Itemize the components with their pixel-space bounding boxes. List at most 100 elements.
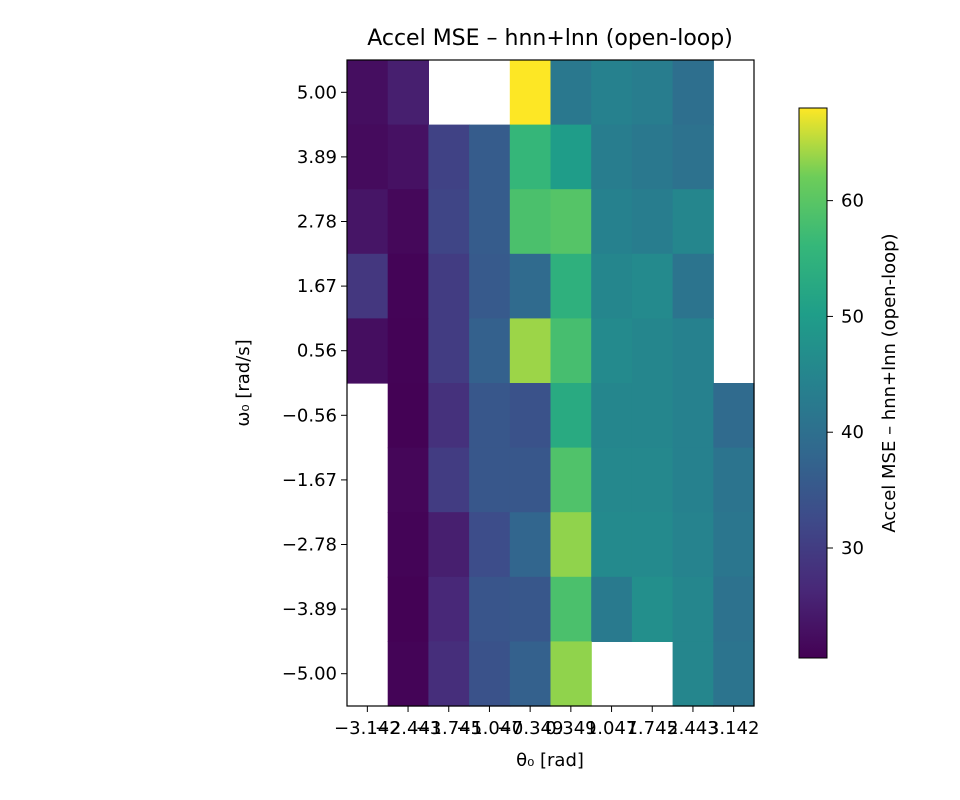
y-tick-label: 2.78: [297, 212, 337, 233]
heatmap-cell: [550, 124, 592, 190]
heatmap-cell: [550, 60, 592, 126]
heatmap-cell: [631, 318, 674, 384]
plot-frame: [346, 59, 755, 707]
heatmap-cell: [672, 383, 714, 449]
heatmap-cell: [428, 576, 470, 642]
heatmap-cell: [631, 576, 674, 642]
heatmap-cell: [672, 576, 714, 642]
heatmap-cell: [550, 383, 592, 449]
heatmap-cell: [509, 383, 552, 449]
heatmap-cell: [672, 189, 714, 255]
heatmap-cell: [550, 318, 592, 384]
heatmap-cell: [347, 124, 389, 190]
heatmap-cell: [591, 60, 633, 126]
heatmap-cell: [591, 253, 633, 319]
heatmap-cell: [591, 318, 633, 384]
heatmap-cell: [591, 576, 633, 642]
heatmap-cell: [469, 318, 511, 384]
heatmap-cell: [631, 512, 674, 578]
heatmap-cell: [428, 447, 470, 513]
x-tick-label: −0.349: [497, 718, 564, 739]
colorbar-tick-label: 40: [841, 422, 864, 443]
chart-title: Accel MSE – hnn+lnn (open-loop): [367, 26, 733, 51]
heatmap-cell: [631, 383, 674, 449]
heatmap-cell: [591, 383, 633, 449]
heatmap-cell: [428, 253, 470, 319]
heatmap-cell: [387, 189, 429, 255]
y-tick-label: 3.89: [297, 147, 337, 168]
heatmap-cell: [509, 253, 552, 319]
heatmap-cell: [591, 447, 633, 513]
heatmap-cell: [713, 641, 755, 707]
heatmap-cell: [591, 189, 633, 255]
heatmap-cell: [469, 124, 511, 190]
heatmap-cell: [672, 512, 714, 578]
y-tick-label: −5.00: [282, 664, 337, 685]
colorbar: [798, 107, 828, 659]
heatmap-cell: [550, 512, 592, 578]
x-tick-label: 0.349: [545, 718, 597, 739]
y-tick-label: 1.67: [297, 276, 337, 297]
heatmap-cell: [631, 189, 674, 255]
colorbar-ticks: 30 40 50 60: [827, 191, 864, 559]
heatmap-cell: [387, 253, 429, 319]
heatmap-cell: [469, 576, 511, 642]
heatmap-cell: [631, 253, 674, 319]
heatmap-cell: [672, 124, 714, 190]
heatmap-cell: [469, 189, 511, 255]
colorbar-tick-label: 50: [841, 306, 864, 327]
heatmap-cell: [509, 124, 552, 190]
heatmap-cell: [509, 189, 552, 255]
heatmap-cell: [347, 253, 389, 319]
heatmap-cell: [347, 189, 389, 255]
heatmap-cell: [591, 124, 633, 190]
y-tick-label: −0.56: [282, 405, 337, 426]
heatmap-cell: [347, 318, 389, 384]
y-tick-label: 0.56: [297, 341, 337, 362]
x-tick-label: −1.047: [456, 718, 523, 739]
x-axis-label: θ₀ [rad]: [516, 750, 584, 771]
heatmap-cell: [509, 576, 552, 642]
heatmap-cell: [387, 512, 429, 578]
x-tick-label: −2.443: [375, 718, 442, 739]
colorbar-tick-label: 30: [841, 538, 864, 559]
y-axis: 5.00 3.89 2.78 1.67 0.56 −0.56 −1.67 −2.78 −3.89…: [282, 82, 347, 685]
heatmap-cell: [387, 576, 429, 642]
y-tick-label: −2.78: [282, 535, 337, 556]
x-tick-label: 1.047: [586, 718, 638, 739]
heatmap-cell: [387, 124, 429, 190]
y-tick-label: −3.89: [282, 599, 337, 620]
heatmap-cell: [469, 253, 511, 319]
heatmap-cell: [550, 576, 592, 642]
heatmap-cell: [550, 447, 592, 513]
y-axis-label: ω₀ [rad/s]: [233, 339, 254, 426]
heatmap-cell: [631, 124, 674, 190]
heatmap-cell: [550, 189, 592, 255]
y-tick-label: 5.00: [297, 82, 337, 103]
heatmap-cell: [713, 447, 755, 513]
heatmap-cell: [591, 512, 633, 578]
heatmap-cell: [387, 383, 429, 449]
heatmap-cell: [428, 641, 470, 707]
heatmap-cell: [387, 641, 429, 707]
heatmap-cell: [428, 512, 470, 578]
colorbar-tick-label: 60: [841, 191, 864, 212]
heatmap-cell: [550, 253, 592, 319]
heatmap-cell: [428, 124, 470, 190]
heatmap-cell: [672, 60, 714, 126]
x-tick-label: −3.142: [334, 718, 401, 739]
heatmap-cell: [713, 383, 755, 449]
heatmap-cell: [387, 447, 429, 513]
heatmap-cell: [672, 641, 714, 707]
heatmap-cell: [509, 641, 552, 707]
heatmap-cell: [469, 383, 511, 449]
heatmap-cell: [469, 641, 511, 707]
heatmap-cell: [469, 447, 511, 513]
x-tick-label: 1.745: [626, 718, 678, 739]
heatmap-cells: [347, 60, 755, 707]
x-axis: −3.142−2.443−1.745−1.047−0.3490.3491.047…: [334, 706, 759, 739]
heatmap-cell: [428, 189, 470, 255]
x-tick-label: −1.745: [415, 718, 482, 739]
heatmap-cell: [347, 60, 389, 126]
